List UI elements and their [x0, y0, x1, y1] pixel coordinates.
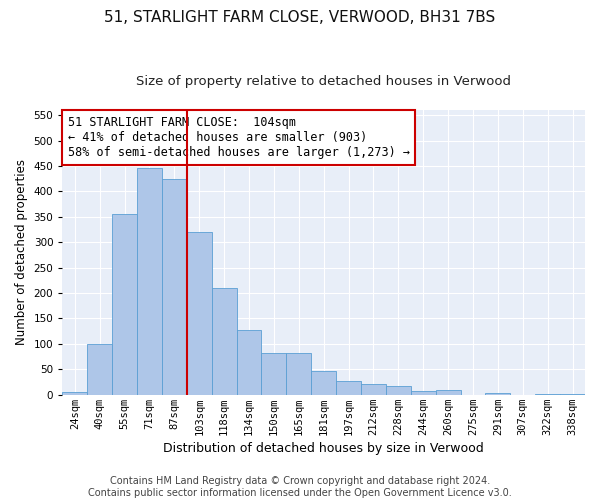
Bar: [286, 352, 311, 395]
Bar: [411, 390, 436, 395]
Bar: [535, 394, 560, 395]
Bar: [137, 168, 162, 395]
Bar: [361, 384, 386, 395]
Bar: [187, 232, 212, 395]
Bar: [62, 392, 87, 395]
Y-axis label: Number of detached properties: Number of detached properties: [15, 160, 28, 346]
X-axis label: Distribution of detached houses by size in Verwood: Distribution of detached houses by size …: [163, 442, 484, 455]
Bar: [87, 344, 112, 395]
Bar: [485, 394, 511, 395]
Bar: [436, 390, 461, 395]
Text: 51, STARLIGHT FARM CLOSE, VERWOOD, BH31 7BS: 51, STARLIGHT FARM CLOSE, VERWOOD, BH31 …: [104, 10, 496, 25]
Bar: [311, 371, 336, 395]
Bar: [262, 352, 286, 395]
Text: Contains HM Land Registry data © Crown copyright and database right 2024.
Contai: Contains HM Land Registry data © Crown c…: [88, 476, 512, 498]
Bar: [212, 288, 236, 395]
Bar: [560, 394, 585, 395]
Bar: [236, 330, 262, 395]
Title: Size of property relative to detached houses in Verwood: Size of property relative to detached ho…: [136, 75, 511, 88]
Bar: [386, 386, 411, 395]
Bar: [336, 380, 361, 395]
Text: 51 STARLIGHT FARM CLOSE:  104sqm
← 41% of detached houses are smaller (903)
58% : 51 STARLIGHT FARM CLOSE: 104sqm ← 41% of…: [68, 116, 410, 158]
Bar: [162, 178, 187, 395]
Bar: [112, 214, 137, 395]
